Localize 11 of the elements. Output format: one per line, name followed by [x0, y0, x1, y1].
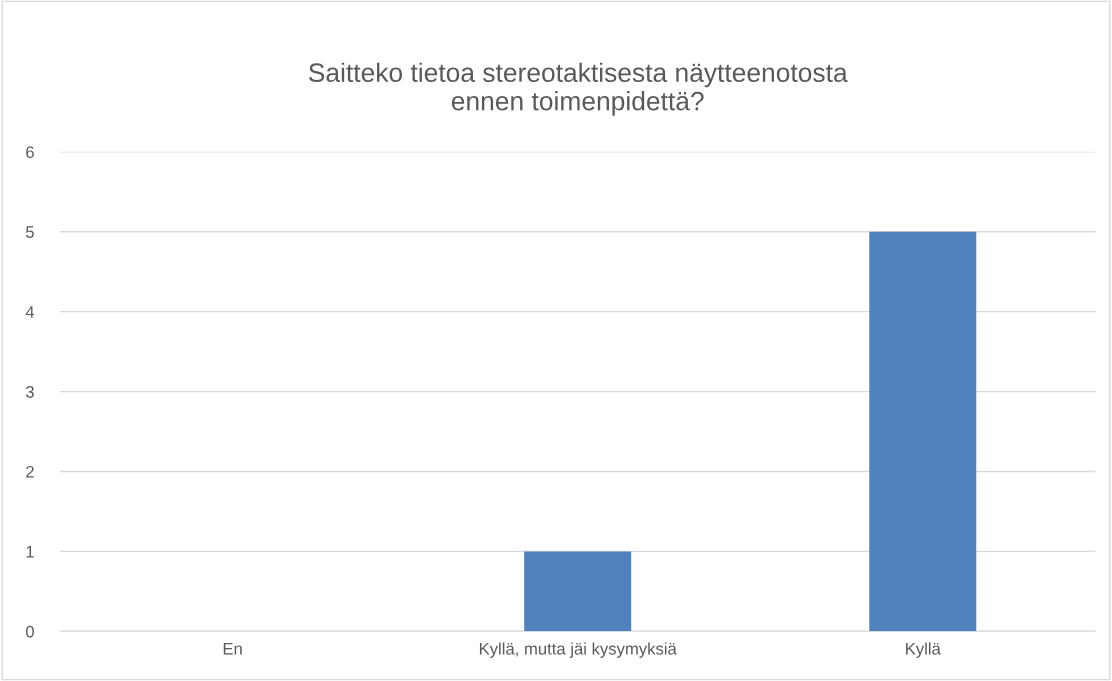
x-tick-label: Kyllä, mutta jäi kysymyksiä [479, 642, 677, 658]
x-tick-label: Kyllä [906, 642, 941, 658]
y-tick-label: 1 [26, 545, 34, 558]
chart-title: Saitteko tietoa stereotaktisesta näytteenotosta ennen toimenpidettä? [308, 62, 848, 116]
y-tick-label: 6 [26, 146, 34, 159]
y-tick-label: 2 [26, 465, 34, 478]
y-tick-label: 5 [25, 226, 34, 238]
y-tick-label: 0 [25, 625, 34, 638]
y-tick-label: 3 [25, 385, 34, 398]
x-tick-label: En [223, 643, 242, 655]
y-tick-label: 4 [25, 306, 35, 318]
